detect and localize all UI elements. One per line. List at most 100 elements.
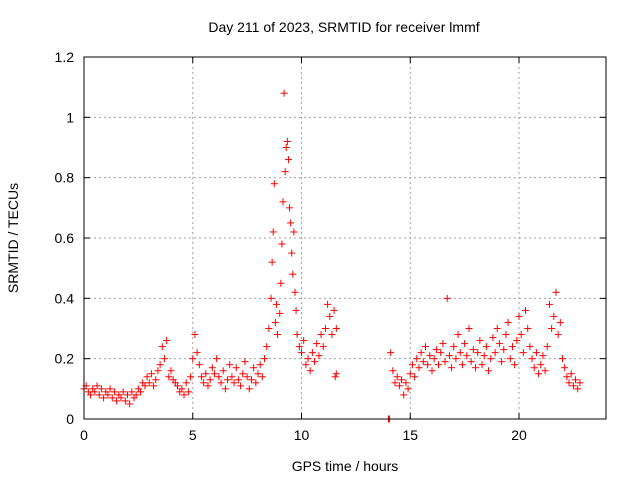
data-point xyxy=(389,367,397,375)
data-point xyxy=(552,288,560,296)
data-point xyxy=(548,325,556,332)
data-point xyxy=(539,352,547,360)
data-point xyxy=(576,379,584,387)
data-point xyxy=(211,370,218,378)
data-point xyxy=(308,349,316,357)
y-tick-label: 0.4 xyxy=(55,290,75,306)
data-point xyxy=(147,370,155,378)
data-point xyxy=(104,391,112,399)
data-point xyxy=(495,340,503,348)
data-point xyxy=(213,355,221,363)
data-point xyxy=(121,397,129,405)
data-point xyxy=(195,361,203,369)
data-point xyxy=(454,331,462,339)
data-point xyxy=(280,89,288,97)
data-point xyxy=(292,306,300,314)
data-point xyxy=(537,361,545,369)
data-point xyxy=(290,228,298,236)
data-point xyxy=(234,376,242,384)
data-point xyxy=(311,358,319,366)
x-tick-label: 0 xyxy=(80,427,88,443)
data-point xyxy=(270,180,278,188)
data-point xyxy=(331,373,339,381)
data-point xyxy=(119,388,127,396)
data-point xyxy=(267,294,275,302)
data-point xyxy=(141,382,149,390)
data-point xyxy=(430,355,438,363)
data-point xyxy=(402,379,410,387)
data-point xyxy=(108,394,116,402)
data-point xyxy=(513,337,521,345)
data-point xyxy=(230,379,238,387)
data-point xyxy=(110,388,118,396)
data-point xyxy=(202,370,210,378)
data-point xyxy=(150,382,158,390)
data-point xyxy=(269,228,277,236)
x-tick-label: 20 xyxy=(511,427,527,443)
data-point xyxy=(237,382,245,390)
data-point xyxy=(328,331,336,339)
data-point xyxy=(160,355,168,363)
y-tick-label: 0.6 xyxy=(55,230,75,246)
data-point xyxy=(265,325,273,332)
data-point xyxy=(561,364,569,372)
data-point xyxy=(241,358,249,366)
x-tick-label: 10 xyxy=(294,427,310,443)
data-point xyxy=(152,376,160,384)
data-point xyxy=(154,367,162,375)
data-point xyxy=(456,349,464,357)
data-point xyxy=(432,346,440,354)
data-point xyxy=(286,204,294,212)
data-point xyxy=(428,367,436,375)
data-point xyxy=(163,337,171,345)
data-point xyxy=(574,385,582,393)
data-point xyxy=(324,300,332,308)
data-point xyxy=(167,367,175,375)
data-point xyxy=(279,198,287,206)
data-point xyxy=(315,352,323,360)
data-point xyxy=(313,340,321,348)
data-point xyxy=(391,379,399,387)
data-point xyxy=(485,367,493,375)
data-point xyxy=(439,340,447,348)
data-point xyxy=(489,334,497,342)
data-point xyxy=(408,361,416,369)
data-point xyxy=(554,331,562,339)
data-point xyxy=(268,258,276,266)
data-point xyxy=(132,391,140,399)
data-point xyxy=(137,388,145,396)
data-point xyxy=(272,300,280,308)
data-point xyxy=(304,355,312,363)
data-points xyxy=(80,89,584,423)
data-point xyxy=(458,361,466,369)
data-point xyxy=(572,376,580,384)
data-point xyxy=(281,168,289,176)
data-point xyxy=(91,388,99,396)
data-point xyxy=(530,364,538,372)
chart-title: Day 211 of 2023, SRMTID for receiver lmm… xyxy=(208,19,479,35)
data-point xyxy=(445,352,453,360)
data-point xyxy=(541,367,549,375)
y-tick-label: 0 xyxy=(66,411,74,427)
x-tick-label: 5 xyxy=(189,427,197,443)
data-point xyxy=(180,391,188,399)
data-point xyxy=(224,376,232,384)
data-point xyxy=(482,343,490,351)
axis-ticks: 0 5 10 15 20 0 0.2 0.4 0.6 0.8 1 1.2 xyxy=(55,49,606,443)
data-point xyxy=(221,385,229,393)
data-point xyxy=(278,240,286,248)
y-tick-label: 1.2 xyxy=(55,49,75,65)
y-tick-label: 1 xyxy=(66,109,74,125)
data-point xyxy=(411,373,419,381)
data-point xyxy=(515,312,523,320)
data-point xyxy=(126,400,134,408)
data-point xyxy=(319,343,327,351)
data-point xyxy=(263,343,271,351)
data-point xyxy=(256,361,264,369)
data-point xyxy=(206,376,214,384)
data-point xyxy=(226,361,234,369)
data-point xyxy=(415,364,423,372)
data-point xyxy=(282,144,290,151)
data-point xyxy=(228,373,236,381)
